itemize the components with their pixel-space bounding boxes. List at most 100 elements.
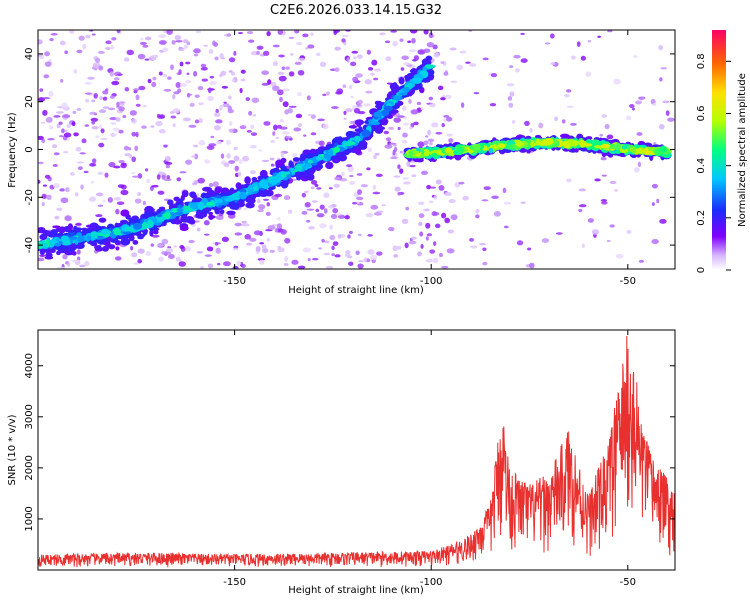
heatmap-cell	[177, 47, 185, 52]
heatmap-cell	[115, 223, 124, 227]
heatmap-cell	[432, 257, 439, 264]
heatmap-cell	[259, 242, 264, 245]
heatmap-cell	[164, 156, 171, 162]
heatmap-cell	[213, 124, 221, 131]
heatmap-cell	[139, 41, 147, 45]
heatmap-cell	[403, 181, 411, 185]
heatmap-cell	[305, 47, 309, 50]
heatmap-cell	[418, 213, 425, 219]
heatmap-y-tick-label: 40	[24, 48, 35, 61]
heatmap-y-tick-label: 20	[24, 95, 35, 108]
heatmap-cell	[223, 261, 231, 267]
heatmap-cell	[387, 126, 395, 131]
heatmap-cell	[544, 42, 551, 45]
heatmap-cell	[104, 172, 109, 178]
heatmap-cell	[252, 186, 258, 191]
heatmap-cell	[314, 184, 319, 187]
heatmap-cell	[212, 181, 219, 187]
heatmap-cell	[561, 119, 566, 124]
heatmap-cell	[437, 149, 442, 155]
heatmap-cell	[175, 211, 184, 216]
heatmap-cell	[631, 146, 637, 154]
heatmap-cell	[443, 71, 449, 76]
heatmap-cell	[111, 37, 117, 41]
heatmap-cell	[167, 246, 172, 249]
heatmap-cell	[328, 187, 333, 190]
heatmap-cell	[410, 236, 417, 240]
heatmap-cell	[188, 124, 197, 128]
heatmap-cell	[508, 102, 514, 108]
heatmap-cell	[280, 151, 285, 158]
heatmap-cell	[566, 105, 574, 109]
heatmap-cell	[507, 96, 513, 101]
heatmap-cell	[189, 191, 197, 198]
heatmap-cell	[601, 201, 608, 205]
heatmap-cell	[659, 145, 667, 153]
heatmap-cell	[475, 209, 480, 214]
heatmap-cell	[554, 116, 558, 122]
heatmap-cell	[388, 142, 397, 145]
heatmap-cell	[426, 42, 434, 48]
heatmap-cell	[200, 66, 208, 71]
heatmap-cell	[406, 161, 411, 167]
heatmap-cell	[246, 31, 254, 35]
heatmap-cell	[651, 202, 655, 206]
heatmap-cell	[295, 113, 303, 119]
heatmap-cell	[269, 249, 276, 253]
heatmap-cell	[228, 70, 233, 73]
heatmap-cell	[93, 93, 98, 99]
heatmap-cell	[604, 123, 610, 130]
heatmap-cell	[475, 214, 480, 219]
heatmap-cell	[221, 85, 229, 89]
heatmap-cell	[125, 228, 135, 232]
heatmap-cell	[98, 65, 104, 71]
heatmap-cell	[157, 190, 165, 195]
heatmap-cell	[195, 30, 202, 34]
heatmap-cell	[425, 222, 431, 229]
snr-x-tick-label: -50	[620, 577, 636, 588]
heatmap-cell	[137, 173, 143, 179]
heatmap-cell	[175, 256, 181, 262]
heatmap-cell	[166, 30, 173, 35]
heatmap-cell	[135, 94, 140, 101]
heatmap-cell	[177, 198, 183, 206]
heatmap-cell	[371, 59, 378, 66]
heatmap-cell	[390, 156, 398, 160]
heatmap-cell	[67, 262, 71, 268]
heatmap-cell	[493, 211, 501, 217]
heatmap-cell	[312, 257, 319, 261]
heatmap-cell	[41, 202, 45, 207]
heatmap-cell	[197, 177, 206, 184]
heatmap-cell	[226, 153, 231, 159]
heatmap-cell	[158, 129, 166, 134]
heatmap-x-label: Height of straight line (km)	[288, 285, 424, 296]
heatmap-cell	[263, 50, 270, 56]
heatmap-cell	[161, 174, 166, 180]
heatmap-cell	[331, 245, 335, 251]
heatmap-cell	[135, 103, 141, 107]
heatmap-cell	[258, 179, 269, 188]
heatmap-cell	[227, 197, 234, 202]
heatmap-cell	[113, 228, 121, 236]
heatmap-cell	[562, 140, 570, 149]
heatmap-cell	[215, 247, 221, 254]
heatmap-cell	[60, 78, 64, 83]
heatmap-cell	[606, 134, 614, 140]
heatmap-cell	[337, 213, 342, 216]
heatmap-cell	[407, 40, 412, 43]
heatmap-cell	[433, 195, 438, 200]
heatmap-cell	[429, 141, 433, 146]
heatmap-cell	[220, 153, 225, 159]
heatmap-cell	[104, 46, 111, 50]
heatmap-cell	[250, 132, 258, 136]
heatmap-cell	[322, 93, 327, 97]
heatmap-cell	[357, 263, 364, 269]
heatmap-cell	[237, 171, 242, 177]
heatmap-cell	[456, 146, 465, 154]
heatmap-cell	[341, 171, 345, 177]
heatmap-cell	[315, 208, 320, 213]
heatmap-cell	[490, 72, 498, 78]
heatmap-cell	[352, 76, 359, 83]
heatmap-cell	[69, 236, 78, 240]
heatmap-cell	[502, 187, 507, 194]
